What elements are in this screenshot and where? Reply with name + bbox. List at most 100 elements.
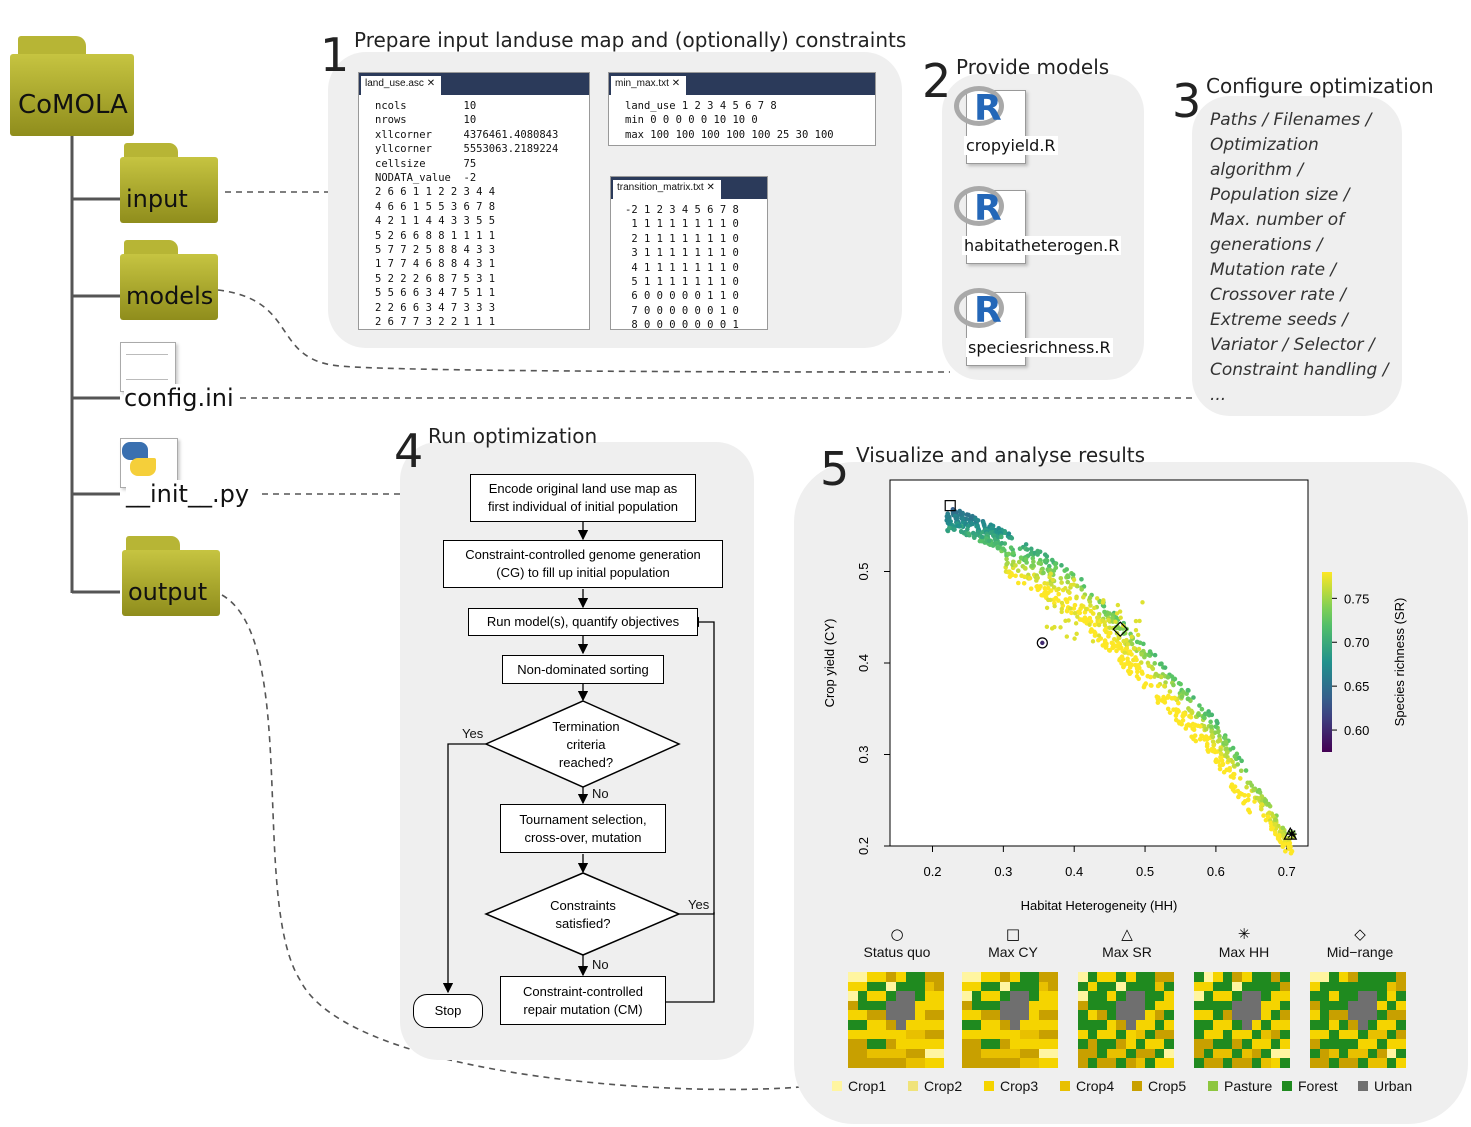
land-use-line: 5 7 7 2 5 8 8 4 3 3 [375,244,496,257]
map-cell [1194,972,1204,982]
map-cell [971,1039,982,1049]
model-file-speciesrichness[interactable]: R speciesrichness.R [952,288,1142,368]
scatter-point [1003,530,1008,536]
tab-land-use[interactable]: land_use.asc ✕ [361,76,442,95]
map-cell [1010,972,1020,982]
map-cell [1000,1029,1010,1040]
x-tick-label: 0.3 [994,864,1012,879]
python-icon [122,442,156,476]
scatter-point [1163,680,1168,685]
scatter-point [1140,600,1145,605]
scatter-point [1261,813,1266,818]
map-cell [848,1058,858,1068]
map-cell [1097,1010,1107,1020]
folder-icon-body [10,54,134,136]
map-cell [896,1048,906,1059]
legend-label: Urban [1374,1078,1413,1094]
map-cell [1194,991,1204,1001]
map-cell [1038,1010,1049,1020]
colorbar-tick-label: 0.75 [1344,591,1369,606]
map-cell [1270,991,1281,1001]
scatter-point [1103,643,1109,649]
map-cell [1154,1048,1165,1059]
close-icon[interactable]: ✕ [671,78,681,89]
scatter-point [1198,724,1203,729]
map-cell [1232,991,1242,1001]
scatter-point [1004,562,1009,567]
model-file-habitatheterogen[interactable]: R habitatheterogen.R [952,186,1142,266]
scatter-point [1169,696,1175,701]
folder-output[interactable]: output [122,536,220,616]
map-cell [867,1039,877,1049]
map-cell [924,1039,935,1049]
scatter-point [1129,634,1134,640]
scatter-point [1024,547,1030,552]
scatter-point [1011,559,1016,565]
scatter-point [1189,709,1195,715]
landuse-legend-item: Pasture [1208,1078,1272,1094]
map-cell [1280,1039,1290,1049]
scatter-point [1087,622,1092,627]
config-option: algorithm / [1210,160,1304,180]
scatter-point [995,545,1001,551]
transition-line: 4 1 1 1 1 1 1 1 0 [625,261,739,274]
scatter-point [1041,570,1046,576]
scatter-point [1221,769,1227,775]
map-cell [1164,972,1174,982]
scatter-point [1185,696,1191,701]
window-transition-matrix[interactable]: transition_matrix.txt ✕ -2 1 2 3 4 5 6 7… [610,176,768,330]
scatter-point [1035,575,1040,581]
tab-min-max[interactable]: min_max.txt ✕ [611,76,687,95]
map-cell [857,1000,868,1011]
tab-transition-matrix[interactable]: transition_matrix.txt ✕ [613,180,721,199]
window-min-max[interactable]: min_max.txt ✕ land_use 1 2 3 4 5 6 7 8 mi… [608,72,876,146]
scatter-point [1148,682,1154,688]
folder-input[interactable]: input [120,143,218,223]
box-line: repair mutation (CM) [523,1001,643,1017]
map-cell [1164,1039,1174,1049]
scatter-point [1064,634,1070,639]
map-cell [896,972,906,982]
map-cell [1116,1010,1126,1020]
map-cell [1222,1000,1233,1011]
scatter-point [1171,682,1176,688]
scatter-point [1137,640,1143,646]
box-line: Constraint-controlled genome generation [465,547,701,562]
folder-comola[interactable]: CoMOLA [10,36,134,136]
model-file-cropyield[interactable]: R cropyield.R [952,86,1072,166]
max-cy-marker [944,500,956,512]
map-cell [1097,1048,1107,1059]
r-logo-icon [954,86,1004,126]
scatter-point [1090,639,1096,644]
map-cell [1106,1039,1117,1049]
scatter-point [1015,568,1021,574]
map-cell [1338,1000,1349,1011]
map-cell [1348,1058,1358,1068]
folder-models[interactable]: models [120,240,218,320]
map-cell [1280,1058,1290,1068]
file-config[interactable]: config.ini [118,342,248,414]
scatter-point [1115,602,1121,608]
window-land-use[interactable]: land_use.asc ✕ ncols 10 nrows 10 xllcorner… [358,72,590,330]
map-cell [886,1020,896,1030]
map-cell [905,981,916,992]
close-icon[interactable]: ✕ [706,182,715,193]
map-cell [1251,1039,1262,1049]
close-icon[interactable]: ✕ [426,78,436,89]
file-label-config: config.ini [124,384,234,412]
map-cell [971,1029,982,1040]
scatter-point [987,542,993,548]
file-init[interactable]: __init__.py [118,438,268,510]
map-cell [1010,1039,1020,1049]
x-tick-label: 0.4 [1065,864,1083,879]
map-cell [1329,1058,1339,1068]
map-cell [1029,1010,1039,1020]
scatter-point [1241,800,1246,806]
map-cell [1106,1010,1117,1020]
scatter-point [1244,784,1249,790]
scatter-point [1187,714,1192,719]
map-cell [1106,1029,1117,1040]
scatter-point [1079,587,1084,592]
box-line: (CG) to fill up initial population [496,565,670,580]
scatter-point [1022,565,1028,571]
